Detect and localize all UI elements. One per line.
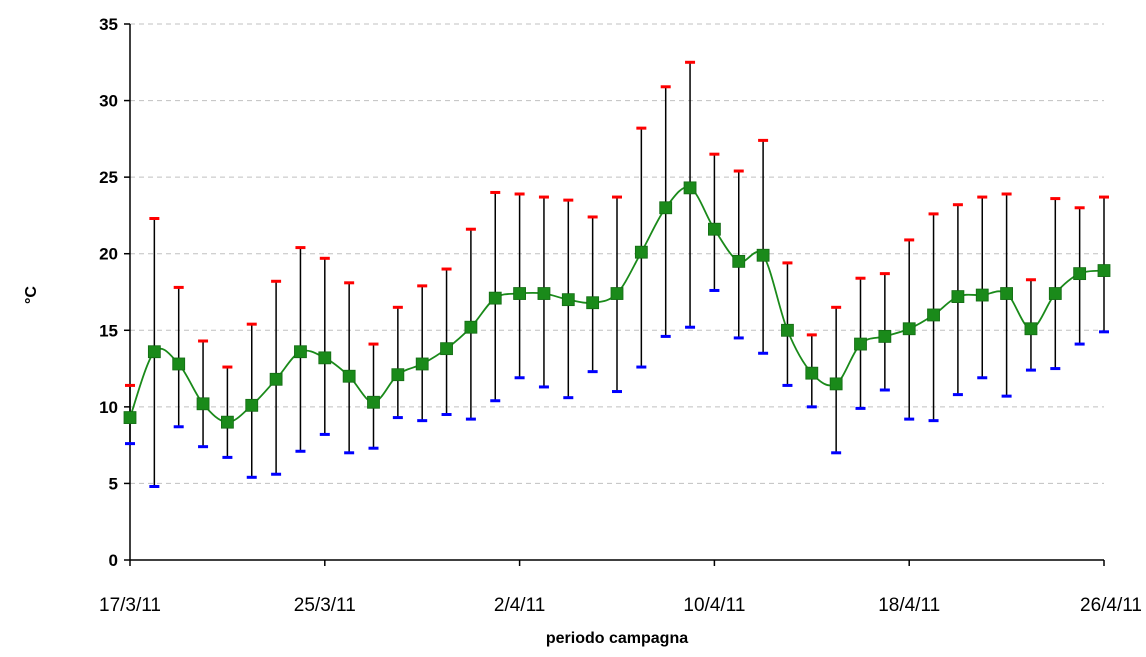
x-tick-label: 10/4/11 <box>683 595 745 616</box>
x-tick-labels: 17/3/11 25/3/11 2/4/11 10/4/11 18/4/11 26/4/1… <box>99 595 1142 616</box>
y-tick-label: 20 <box>99 245 118 264</box>
x-tick-label: 18/4/11 <box>878 595 940 616</box>
mean-point <box>659 201 673 215</box>
mean-point <box>756 248 770 262</box>
mean-point <box>634 245 648 259</box>
mean-point <box>342 369 356 383</box>
mean-point <box>1024 322 1038 336</box>
mean-point <box>391 368 405 382</box>
mean-point <box>318 351 332 365</box>
mean-point <box>951 290 965 303</box>
mean-point <box>415 357 429 371</box>
mean-point <box>1073 267 1087 281</box>
mean-point <box>683 181 697 195</box>
y-axis-title: °C <box>23 286 40 304</box>
mean-point <box>488 291 502 305</box>
y-tick-label: 0 <box>109 551 118 570</box>
mean-point <box>854 337 867 351</box>
mean-point <box>975 288 989 302</box>
mean-point <box>561 293 575 307</box>
y-tick-labels: 0 5 10 15 20 25 30 35 <box>99 15 118 570</box>
x-tick-label: 17/3/11 <box>99 595 161 616</box>
y-tick-label: 5 <box>109 474 118 493</box>
mean-point <box>464 320 478 334</box>
x-tick-label: 25/3/11 <box>294 595 356 616</box>
x-axis-title: periodo campagna <box>546 630 688 647</box>
mean-point <box>927 308 940 322</box>
y-tick-label: 25 <box>99 168 118 187</box>
mean-point <box>440 342 453 356</box>
mean-point <box>245 398 259 412</box>
y-tick-label: 10 <box>99 398 118 417</box>
x-tick-label: 2/4/11 <box>494 595 545 616</box>
mean-point <box>269 372 283 386</box>
mean-point <box>902 322 916 336</box>
x-tick-label: 26/4/11 <box>1080 595 1142 616</box>
mean-point <box>1097 264 1111 277</box>
mean-point <box>1000 287 1013 300</box>
y-tick-label: 35 <box>99 15 118 34</box>
mean-point <box>367 395 380 409</box>
mean-point <box>708 222 721 236</box>
mean-point <box>513 287 526 300</box>
mean-point <box>147 345 161 359</box>
mean-point <box>172 357 186 371</box>
mean-series <box>123 181 1111 429</box>
mean-point <box>732 254 746 268</box>
min-max-range-bars <box>125 60 1109 488</box>
mean-point <box>781 323 794 337</box>
mean-point <box>1048 287 1062 300</box>
axes <box>124 23 1105 566</box>
mean-point <box>610 287 624 300</box>
mean-point <box>829 377 843 391</box>
y-tick-label: 30 <box>99 92 118 111</box>
mean-point <box>196 397 210 411</box>
y-tick-label: 15 <box>99 321 118 340</box>
mean-point <box>294 345 307 359</box>
mean-point <box>805 366 819 380</box>
mean-point <box>123 411 137 424</box>
mean-point <box>878 330 892 343</box>
mean-point <box>220 415 234 429</box>
mean-point <box>537 287 551 300</box>
mean-point <box>586 296 600 310</box>
